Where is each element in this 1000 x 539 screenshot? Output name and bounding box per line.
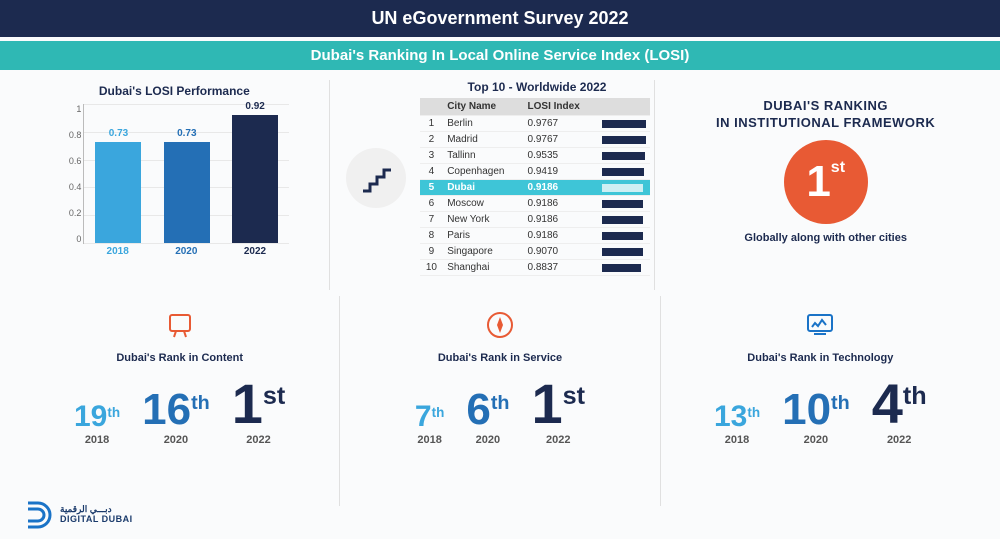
table-row: 9Singapore0.9070	[420, 244, 650, 260]
table-row: 5Dubai0.9186	[420, 180, 650, 196]
table-row: 6Moscow0.9186	[420, 196, 650, 212]
rank-value: 10th2020	[782, 388, 850, 446]
table-row: 3Tallinn0.9535	[420, 148, 650, 164]
progression-panel: Dubai's Rank in Content 19th2018 16th2020 1…	[20, 296, 340, 506]
institutional-title: DUBAI'S RANKINGIN INSTITUTIONAL FRAMEWOR…	[671, 98, 980, 132]
rank-badge: 1st	[784, 140, 868, 224]
losi-chart-panel: Dubai's LOSI Performance 10.80.60.40.20 …	[20, 80, 330, 290]
table-row: 8Paris0.9186	[420, 228, 650, 244]
table-row: 4Copenhagen0.9419	[420, 164, 650, 180]
rank-value: 19th2018	[74, 402, 120, 446]
institutional-subtitle: Globally along with other cities	[671, 232, 980, 244]
rank-value: 1st2022	[532, 376, 586, 446]
rank-value: 16th2020	[142, 388, 210, 446]
bar: 0.73	[95, 142, 141, 243]
rank-value: 4th2022	[872, 376, 927, 446]
rank-value: 1st2022	[232, 376, 286, 446]
header-subtitle: Dubai's Ranking In Local Online Service …	[0, 41, 1000, 70]
institutional-panel: DUBAI'S RANKINGIN INSTITUTIONAL FRAMEWOR…	[671, 80, 980, 290]
brand-en: DIGITAL DUBAI	[60, 515, 133, 525]
header-title: UN eGovernment Survey 2022	[0, 0, 1000, 37]
table-row: 10Shanghai0.8837	[420, 260, 650, 276]
chart-title: Dubai's LOSI Performance	[20, 84, 329, 98]
rank-value: 7th2018	[415, 402, 444, 446]
table-title: Top 10 - Worldwide 2022	[420, 80, 655, 94]
progression-panel: Dubai's Rank in Technology 13th2018 10th20…	[661, 296, 980, 506]
top10-panel: Top 10 - Worldwide 2022 City NameLOSI In…	[346, 80, 656, 290]
top10-table: City NameLOSI Index1Berlin0.97672Madrid0…	[420, 98, 650, 276]
stairs-icon	[346, 148, 406, 208]
technology-icon	[801, 306, 839, 344]
progression-title: Dubai's Rank in Service	[348, 352, 651, 364]
bar: 0.73	[164, 142, 210, 243]
d-logo-icon	[22, 499, 54, 531]
table-row: 1Berlin0.9767	[420, 116, 650, 132]
rank-value: 13th2018	[714, 402, 760, 446]
losi-bar-chart: 10.80.60.40.20 0.730.730.92 201820202022	[59, 104, 289, 264]
table-row: 2Madrid0.9767	[420, 132, 650, 148]
service-icon	[481, 306, 519, 344]
rank-value: 6th2020	[466, 388, 509, 446]
bar: 0.92	[232, 115, 278, 243]
content-icon	[161, 306, 199, 344]
progression-title: Dubai's Rank in Technology	[669, 352, 972, 364]
digital-dubai-logo: دبـــي الرقمية DIGITAL DUBAI	[22, 499, 133, 531]
progression-title: Dubai's Rank in Content	[28, 352, 331, 364]
table-row: 7New York0.9186	[420, 212, 650, 228]
progression-panel: Dubai's Rank in Service 7th2018 6th2020 1st…	[340, 296, 660, 506]
